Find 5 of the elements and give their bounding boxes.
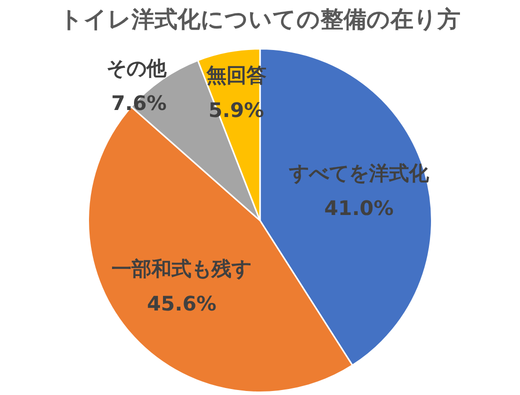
- data-label: 45.6%: [147, 292, 216, 316]
- slice-label: 一部和式も残す: [112, 256, 252, 281]
- chart-title: トイレ洋式化についての整備の在り方: [58, 6, 462, 35]
- data-label: 41.0%: [324, 196, 394, 220]
- slice-label: その他: [106, 56, 168, 80]
